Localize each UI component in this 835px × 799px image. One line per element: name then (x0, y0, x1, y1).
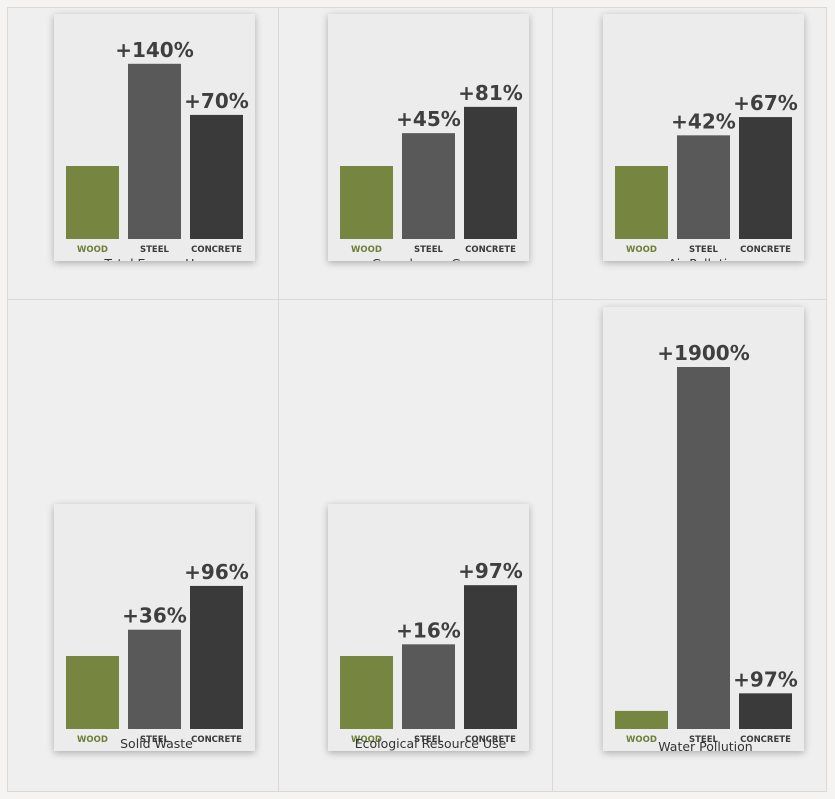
category-label: STEEL (414, 735, 444, 745)
chart-title: Greenhouse Gases (372, 256, 490, 261)
category-label: STEEL (689, 245, 719, 255)
bar-chart: WOOD +45% STEEL +81% CONCRETEGreenhouse Gase… (340, 81, 523, 261)
category-label: WOOD (77, 735, 108, 745)
bar-wood (66, 166, 119, 239)
grid-cell (8, 8, 279, 300)
chart-card: WOOD +140% STEEL +70% CONCRETETotal Energy U… (54, 14, 255, 261)
value-label: +45% (396, 107, 461, 131)
grid-cell (279, 8, 553, 300)
bar-steel (677, 135, 730, 239)
chart-title: Ecological Resource Use (355, 736, 507, 751)
value-label: +67% (733, 91, 798, 115)
category-label: WOOD (626, 245, 657, 255)
chart-title: Total Energy Use (103, 256, 209, 261)
category-label: CONCRETE (465, 245, 516, 255)
category-label: CONCRETE (191, 245, 242, 255)
chart-card: WOOD +45% STEEL +81% CONCRETEGreenhouse Gase… (328, 14, 529, 261)
category-label: CONCRETE (740, 245, 791, 255)
value-label: +42% (671, 109, 736, 133)
bar-wood (340, 656, 393, 729)
bar-wood (615, 710, 668, 729)
bar-concrete (190, 114, 243, 239)
value-label: +81% (458, 81, 523, 105)
bar-steel (677, 367, 730, 729)
bar-concrete (464, 106, 517, 240)
bar-chart: WOOD +42% STEEL +67% CONCRETEAir Pollution (615, 91, 798, 261)
chart-card: WOOD +36% STEEL +96% CONCRETE Solid Waste (54, 504, 255, 751)
grid-cell (8, 300, 279, 791)
bar-wood (615, 166, 668, 239)
category-label: STEEL (140, 245, 170, 255)
grid-cell (553, 8, 827, 300)
value-label: +97% (458, 559, 523, 583)
bar-steel (402, 133, 455, 239)
category-label: WOOD (77, 245, 108, 255)
bar-steel (128, 629, 181, 729)
bar-concrete (464, 585, 517, 729)
grid-cell (279, 300, 553, 791)
bar-concrete (739, 117, 792, 239)
value-label: +97% (733, 667, 798, 691)
chart-card: WOOD +1900% STEEL +97% CONCRETE Water Polluti… (603, 307, 804, 751)
category-label: WOOD (626, 735, 657, 745)
value-label: +16% (396, 618, 461, 642)
chart-title: Solid Waste (120, 736, 193, 751)
bar-steel (128, 63, 181, 239)
value-label: +140% (115, 38, 194, 62)
value-label: +1900% (657, 341, 749, 365)
chart-card: WOOD +42% STEEL +67% CONCRETEAir Pollution (603, 14, 804, 261)
category-label: WOOD (351, 245, 382, 255)
category-label: STEEL (140, 735, 170, 745)
value-label: +70% (184, 89, 249, 113)
category-label: CONCRETE (740, 735, 791, 745)
bar-steel (402, 644, 455, 729)
category-label: STEEL (414, 245, 444, 255)
value-label: +36% (122, 604, 187, 628)
bar-concrete (739, 693, 792, 729)
category-label: STEEL (689, 735, 719, 745)
chart-title: Air Pollution (668, 256, 743, 261)
chart-title: Water Pollution (658, 739, 752, 751)
value-label: +96% (184, 560, 249, 584)
bar-wood (340, 166, 393, 239)
bar-chart: WOOD +140% STEEL +70% CONCRETETotal Energy U… (66, 38, 249, 261)
bar-concrete (190, 585, 243, 729)
bar-wood (66, 656, 119, 729)
category-label: CONCRETE (465, 735, 516, 745)
category-label: WOOD (351, 735, 382, 745)
category-label: CONCRETE (191, 735, 242, 745)
chart-card: WOOD +16% STEEL +97% CONCRETE Ecological Reso… (328, 504, 529, 751)
chart-grid: WOOD+140%STEEL+70%CONCRETETotal Energy U… (7, 7, 827, 792)
